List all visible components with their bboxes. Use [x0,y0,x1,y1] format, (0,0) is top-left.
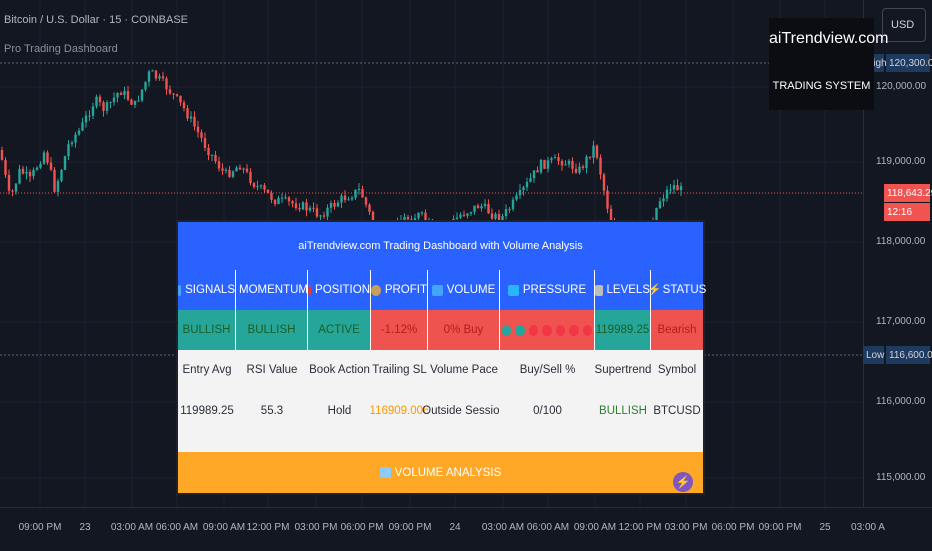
symbol-title[interactable]: Bitcoin / U.S. Dollar · 15 · COINBASE [4,14,188,26]
brand-box: aiTrendview.com TRADING SYSTEM [769,18,889,110]
price-tick: 120,000.00 [876,81,927,92]
bar-chart-icon [178,284,182,296]
time-label: 23 [79,522,91,533]
high-value: 120,300.00 [886,54,932,72]
volume-analysis-footer: VOLUME ANALYSIS [178,452,703,493]
header-momentum: MOMENTUM [236,270,308,310]
last-price-tag: 118,643.29 [884,184,932,202]
momentum-value: BULLISH [236,310,308,350]
lightning-icon: ⚡ [647,283,662,296]
detail-label: RSI Value [236,350,308,390]
price-tick: 118,000.00 [876,236,926,247]
volume-pace-value: Outside Session [422,391,506,431]
pressure-dot [528,324,539,336]
header-pressure: PRESSURE [500,270,595,310]
time-label: 25 [819,522,831,533]
price-tick: 116,000.00 [876,396,926,407]
bar-countdown-tag: 12:16 [884,203,930,221]
volume-value: 0% Buy [428,310,500,350]
time-label: 09:00 AM [202,522,246,533]
header-status: ⚡ STATUS [647,270,706,310]
time-axis[interactable]: 09:00 PM 23 03:00 AM 06:00 AM 09:00 AM 12:00 … [0,507,932,551]
money-bag-icon [371,284,381,296]
time-label: 09:00 AM [573,522,617,533]
price-scale[interactable] [863,0,932,507]
bar-chart-icon [431,284,443,296]
header-volume: VOLUME [428,270,500,310]
pressure-dot [515,324,525,336]
time-label: 06:00 PM [711,522,755,533]
pressure-dot [582,324,592,336]
detail-label: Volume Pace [428,350,500,390]
pressure-dot [542,324,552,336]
levels-value: 119989.25 [595,310,651,350]
time-label: 03:00 AM [110,522,154,533]
low-label: Low [863,346,884,364]
supertrend-value: BULLISH [595,391,651,431]
low-value: 116,600.00 [886,346,932,364]
price-tick: 115,000.00 [876,472,926,483]
detail-label: Supertrend [595,350,651,390]
profit-value: -1.12% [371,310,428,350]
header-levels: LEVELS [595,270,651,310]
currency-button[interactable]: USD [882,8,926,42]
pressure-dot [555,324,566,336]
dashboard-title: aiTrendview.com Trading Dashboard with V… [178,222,703,270]
detail-label: Book Action [308,350,371,390]
time-label: 03:00 A [851,522,885,533]
time-label: 06:00 AM [526,522,570,533]
dashboard-label-row: Entry Avg RSI Value Book Action Trailing… [178,350,703,391]
time-label: 12:00 PM [618,522,662,533]
position-value: ACTIVE [308,310,371,350]
price-tick: 119,000.00 [876,156,926,167]
signals-value: BULLISH [178,310,236,350]
detail-label: Entry Avg [178,350,236,390]
rsi-value: 55.3 [236,391,308,431]
brand-subtitle: TRADING SYSTEM [772,80,871,92]
entry-avg-value: 119989.25 [178,391,236,431]
time-label: 12:00 PM [246,522,290,533]
tradingview-logo-icon[interactable]: ⚡ [673,472,693,492]
buy-sell-value: 0/100 [500,391,595,431]
time-label: 06:00 PM [340,522,384,533]
detail-label: Trailing SL [371,350,428,390]
time-label: 06:00 AM [155,522,199,533]
brand-title: aiTrendview.com [769,30,889,47]
book-action-value: Hold [308,391,371,431]
indicator-title[interactable]: Pro Trading Dashboard [4,43,118,55]
pressure-dot [569,324,579,336]
time-label: 03:00 PM [294,522,338,533]
dashboard-header-row: SIGNALS MOMENTUM POSITION PROFIT VOLUME … [178,270,706,310]
time-label: 24 [449,522,461,533]
trading-dashboard: aiTrendview.com Trading Dashboard with V… [176,220,706,495]
dashboard-data-row: 119989.25 55.3 Hold 116909.006 Outside S… [178,391,703,432]
clipboard-icon [595,284,603,296]
pressure-dot [502,324,512,336]
header-signals: SIGNALS [178,270,236,310]
price-tick: 117,000.00 [876,316,926,327]
time-label: 09:00 PM [388,522,432,533]
refresh-icon [507,284,519,296]
detail-label: Symbol [651,350,703,390]
time-label: 03:00 AM [481,522,525,533]
dashboard-value-row: BULLISH BULLISH ACTIVE -1.12% 0% Buy 119… [178,310,703,350]
symbol-value: BTCUSD [651,391,703,431]
time-label: 09:00 PM [18,522,62,533]
target-icon [308,284,312,296]
pressure-dots [500,310,595,350]
header-position: POSITION [308,270,371,310]
detail-label: Buy/Sell % [500,350,595,390]
bar-chart-icon [379,467,391,478]
time-label: 09:00 PM [758,522,802,533]
trailing-sl-value: 116909.006 [370,391,429,431]
status-value: Bearish [651,310,703,350]
header-profit: PROFIT [371,270,428,310]
time-label: 03:00 PM [664,522,708,533]
